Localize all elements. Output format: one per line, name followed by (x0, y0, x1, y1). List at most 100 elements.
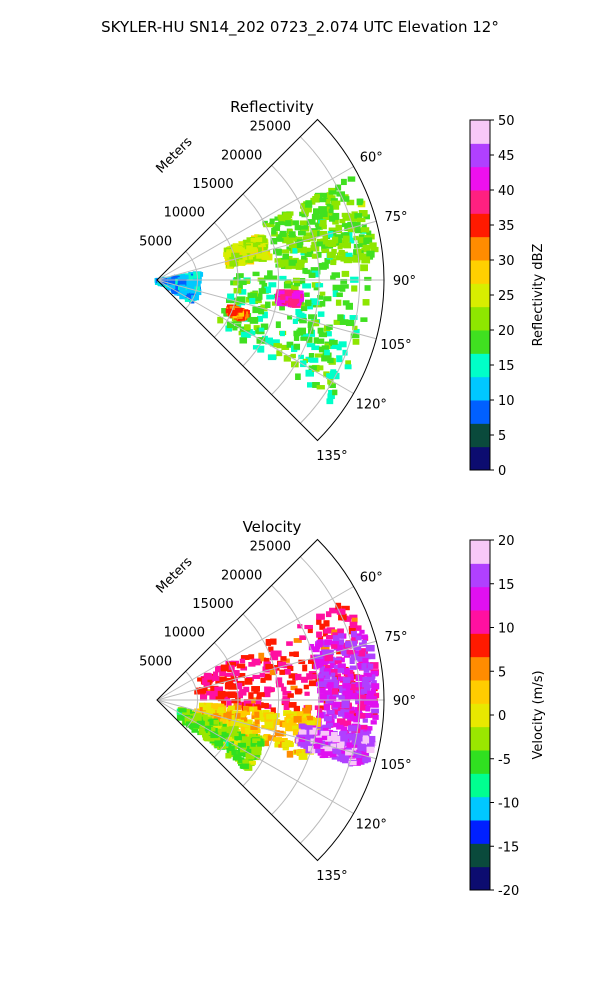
echo-gate (252, 345, 260, 350)
echo-gate (299, 278, 306, 285)
echo-gate (286, 341, 294, 348)
radial-axis-label: Meters (154, 554, 196, 596)
echo-gate (257, 345, 265, 353)
echo-gate (287, 693, 294, 698)
echo-gate (362, 684, 371, 691)
colorbar-tick-label: -20 (498, 884, 519, 899)
colorbar-swatch (470, 855, 490, 868)
echo-gate (345, 252, 353, 257)
echo-gate (330, 743, 337, 749)
echo-gate (368, 695, 377, 703)
echo-gate (231, 252, 240, 258)
echo-gate (270, 707, 276, 714)
echo-gate (288, 673, 298, 679)
echo-gate (225, 257, 234, 263)
echo-gate (322, 746, 329, 751)
echo-gate (206, 690, 214, 696)
echo-gate (363, 699, 372, 705)
echo-gate (351, 640, 358, 647)
echo-gate (303, 684, 309, 690)
echo-gate (284, 279, 292, 284)
echo-gate (319, 211, 328, 217)
echo-gate (237, 752, 245, 757)
echo-gate (360, 676, 369, 682)
echo-gate (355, 625, 362, 631)
echo-gate (300, 246, 307, 254)
echo-gate (251, 686, 260, 692)
azimuth-tick-label: 90° (393, 274, 416, 289)
azimuth-tick-label: 75° (384, 210, 407, 225)
echo-gate (366, 230, 372, 236)
echo-gate (258, 327, 265, 332)
echo-gate (327, 379, 334, 385)
echo-gate (312, 646, 320, 653)
colorbar-swatch (470, 318, 490, 331)
echo-gate (311, 213, 320, 220)
colorbar-swatch (470, 820, 490, 833)
echo-gate (326, 203, 334, 211)
echo-gate (199, 694, 208, 701)
echo-gate (176, 714, 185, 721)
echo-gate (346, 199, 355, 206)
colorbar-swatch (470, 225, 490, 238)
echo-gate (361, 223, 367, 231)
echo-gate (280, 656, 287, 661)
echo-gate (240, 763, 249, 769)
echo-gate (204, 682, 210, 688)
echo-gate (190, 717, 197, 724)
echo-gate (313, 717, 321, 722)
echo-gate (336, 608, 346, 615)
echo-gate (336, 355, 343, 363)
echo-gate (248, 692, 254, 699)
echo-gate (347, 176, 356, 182)
echo-gate (324, 349, 330, 356)
echo-gate (252, 674, 261, 679)
echo-gate (298, 659, 306, 665)
colorbar-swatch (470, 295, 490, 308)
echo-gate (319, 300, 326, 307)
echo-gate (308, 365, 317, 371)
echo-gate (352, 738, 362, 745)
echo-gate (276, 248, 282, 256)
echo-gate (279, 230, 287, 238)
colorbar-swatch (470, 271, 490, 284)
echo-gate (357, 655, 366, 662)
echo-gate (219, 669, 227, 677)
echo-gate (310, 197, 316, 205)
echo-gate (340, 196, 350, 202)
echo-gate (325, 664, 331, 671)
echo-gate (343, 257, 353, 264)
echo-gate (278, 259, 287, 265)
echo-gate (318, 681, 327, 688)
echo-gate (260, 677, 266, 683)
echo-gate (316, 338, 325, 344)
colorbar-swatch (470, 423, 490, 436)
echo-gate (232, 744, 240, 750)
echo-gate (287, 724, 296, 732)
colorbar-swatch (470, 400, 490, 413)
echo-gate (274, 730, 280, 737)
echo-gate (204, 725, 212, 732)
echo-gate (240, 655, 250, 660)
echo-gate (320, 192, 327, 198)
echo-gate (241, 736, 247, 743)
echo-gate (343, 699, 350, 705)
echo-gate (332, 290, 339, 298)
echo-gate (269, 669, 276, 676)
echo-gate (239, 326, 248, 332)
echo-gate (349, 657, 355, 665)
echo-gate (323, 620, 330, 627)
sector-frame (156, 538, 385, 862)
echo-gate (354, 751, 362, 759)
echo-gate (298, 752, 308, 760)
echo-gate (271, 339, 280, 346)
echo-gate (284, 259, 291, 267)
echo-gate (323, 296, 332, 302)
echo-gate (322, 214, 331, 221)
echo-gate (260, 240, 266, 246)
echo-gate (283, 281, 293, 289)
echo-gate (349, 665, 357, 670)
echo-gate (305, 299, 312, 307)
echo-gate (262, 666, 270, 673)
colorbar-swatch (470, 166, 490, 179)
